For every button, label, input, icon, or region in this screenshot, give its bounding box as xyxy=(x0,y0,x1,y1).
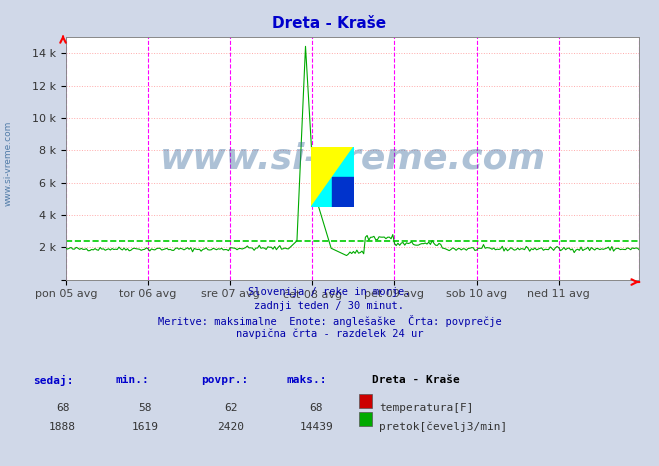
Text: pretok[čevelj3/min]: pretok[čevelj3/min] xyxy=(379,422,507,432)
Bar xyxy=(359,412,372,426)
Text: 1888: 1888 xyxy=(49,422,76,432)
Text: 68: 68 xyxy=(56,403,69,413)
Text: min.:: min.: xyxy=(115,375,149,385)
Text: 1619: 1619 xyxy=(132,422,158,432)
Text: Dreta - Kraše: Dreta - Kraše xyxy=(372,375,460,385)
Text: 58: 58 xyxy=(138,403,152,413)
Text: 2420: 2420 xyxy=(217,422,244,432)
Text: sedaj:: sedaj: xyxy=(33,375,73,386)
Text: zadnji teden / 30 minut.: zadnji teden / 30 minut. xyxy=(254,301,405,310)
Text: 14439: 14439 xyxy=(299,422,333,432)
Text: povpr.:: povpr.: xyxy=(201,375,248,385)
Text: Meritve: maksimalne  Enote: anglešaške  Črta: povprečje: Meritve: maksimalne Enote: anglešaške Čr… xyxy=(158,315,501,327)
Polygon shape xyxy=(332,177,354,207)
Polygon shape xyxy=(311,147,354,207)
Text: Dreta - Kraše: Dreta - Kraše xyxy=(272,16,387,31)
Text: 62: 62 xyxy=(224,403,237,413)
Polygon shape xyxy=(311,147,354,207)
Text: temperatura[F]: temperatura[F] xyxy=(379,403,473,413)
Text: Slovenija / reke in morje.: Slovenija / reke in morje. xyxy=(248,287,411,296)
Text: www.si-vreme.com: www.si-vreme.com xyxy=(159,142,546,175)
Text: www.si-vreme.com: www.si-vreme.com xyxy=(4,120,13,206)
Bar xyxy=(359,394,372,408)
Text: navpična črta - razdelek 24 ur: navpična črta - razdelek 24 ur xyxy=(236,329,423,339)
Text: maks.:: maks.: xyxy=(287,375,327,385)
Text: 68: 68 xyxy=(310,403,323,413)
